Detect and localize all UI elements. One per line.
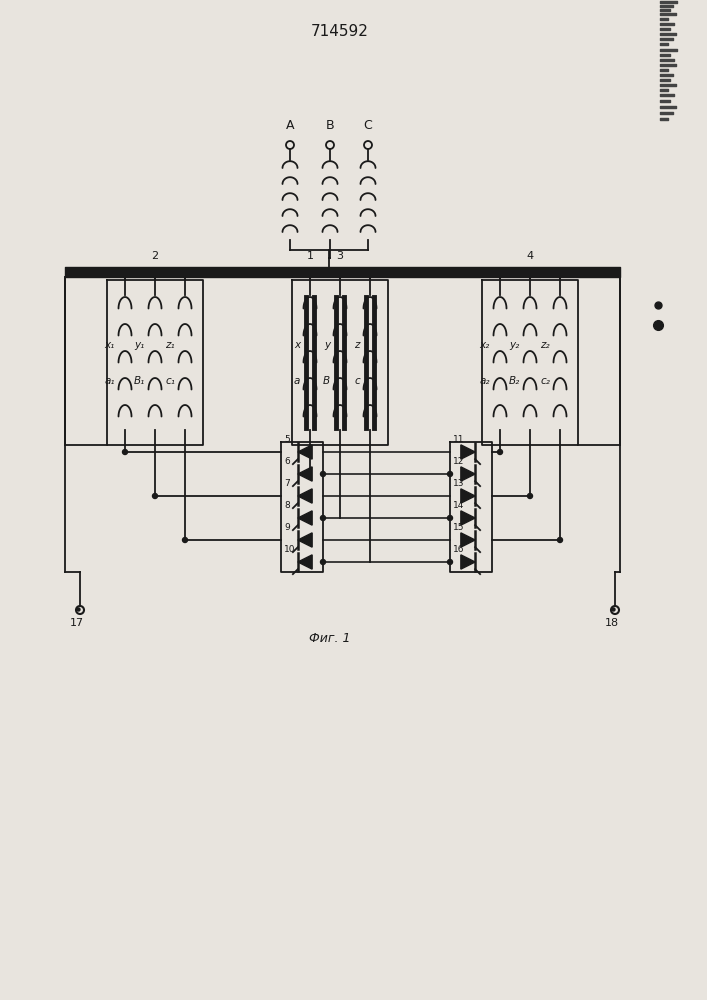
Text: a: a: [293, 375, 300, 385]
Text: x₁: x₁: [105, 340, 115, 350]
Text: 12: 12: [453, 458, 464, 466]
Text: z₂: z₂: [540, 340, 550, 350]
Polygon shape: [298, 555, 312, 569]
Polygon shape: [461, 533, 475, 547]
Text: a₂: a₂: [479, 375, 490, 385]
Polygon shape: [298, 467, 312, 481]
Text: 3: 3: [337, 251, 344, 261]
Text: 18: 18: [605, 618, 619, 628]
Polygon shape: [461, 467, 475, 481]
Circle shape: [558, 538, 563, 542]
Polygon shape: [461, 511, 475, 525]
Polygon shape: [298, 489, 312, 503]
Text: 11: 11: [453, 436, 464, 444]
Text: 17: 17: [70, 618, 84, 628]
Text: 16: 16: [453, 546, 464, 554]
Text: x: x: [294, 340, 300, 350]
Text: 5: 5: [284, 436, 290, 444]
Polygon shape: [298, 445, 312, 459]
Text: A: A: [286, 119, 294, 132]
Text: 4: 4: [527, 251, 534, 261]
Circle shape: [612, 608, 615, 611]
Text: a₁: a₁: [105, 375, 115, 385]
Text: Фиг. 1: Фиг. 1: [309, 632, 351, 645]
Polygon shape: [298, 511, 312, 525]
Text: y₁: y₁: [135, 340, 145, 350]
Circle shape: [448, 472, 452, 477]
Text: y₂: y₂: [510, 340, 520, 350]
Circle shape: [320, 560, 325, 564]
Text: 1: 1: [307, 251, 313, 261]
Circle shape: [527, 493, 532, 498]
Text: y: y: [324, 340, 330, 350]
Polygon shape: [461, 445, 475, 459]
Text: B: B: [323, 375, 330, 385]
Text: 6: 6: [284, 458, 290, 466]
Circle shape: [320, 516, 325, 520]
Text: B: B: [326, 119, 334, 132]
Circle shape: [448, 516, 452, 520]
Text: c₂: c₂: [540, 375, 550, 385]
Polygon shape: [461, 489, 475, 503]
Text: c: c: [354, 375, 360, 385]
Text: 10: 10: [284, 546, 296, 554]
Circle shape: [448, 560, 452, 564]
Text: 7: 7: [284, 480, 290, 488]
Polygon shape: [461, 555, 475, 569]
Text: 14: 14: [453, 502, 464, 510]
Text: 13: 13: [453, 480, 464, 488]
Circle shape: [498, 450, 503, 454]
Text: C: C: [363, 119, 373, 132]
Text: B₂: B₂: [509, 375, 520, 385]
Text: c₁: c₁: [165, 375, 175, 385]
Circle shape: [320, 472, 325, 477]
Text: 8: 8: [284, 502, 290, 510]
Text: x₂: x₂: [480, 340, 490, 350]
Text: 15: 15: [453, 524, 464, 532]
Text: z₁: z₁: [165, 340, 175, 350]
Text: 714592: 714592: [311, 24, 369, 39]
Polygon shape: [298, 533, 312, 547]
Text: 2: 2: [151, 251, 158, 261]
Circle shape: [122, 450, 127, 454]
Circle shape: [77, 608, 80, 611]
Text: B₁: B₁: [134, 375, 145, 385]
Text: 9: 9: [284, 524, 290, 532]
Text: z: z: [354, 340, 360, 350]
Circle shape: [153, 493, 158, 498]
Circle shape: [182, 538, 187, 542]
